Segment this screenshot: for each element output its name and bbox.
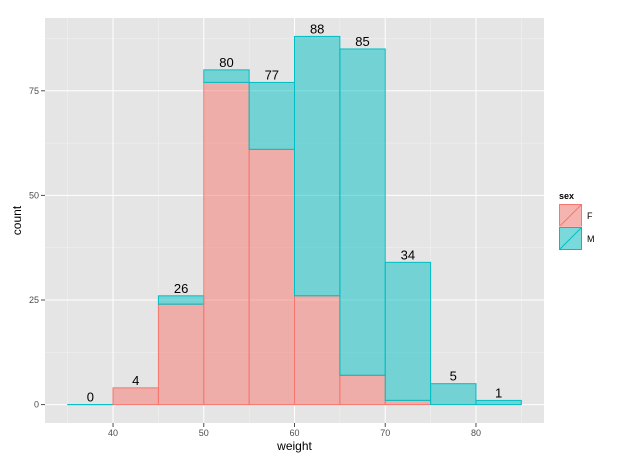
bar-total-label: 4 <box>132 373 139 388</box>
bar-total-label: 0 <box>87 390 94 405</box>
legend-key-slash <box>559 204 582 227</box>
x-tick-label: 70 <box>380 428 390 438</box>
bar-total-label: 88 <box>310 21 324 36</box>
bar-m-6 <box>339 48 386 376</box>
bar-m-7 <box>384 261 432 401</box>
bar-total-label: 26 <box>174 281 188 296</box>
legend-label-m: M <box>587 234 595 244</box>
bar-f-3 <box>203 81 250 406</box>
bar-total-label: 85 <box>355 34 369 49</box>
x-tick-label: 40 <box>108 428 118 438</box>
bar-m-5 <box>294 35 341 297</box>
y-tick-label: 25 <box>29 295 39 305</box>
bar-f-4 <box>248 148 296 406</box>
y-tick-label: 0 <box>34 400 39 410</box>
bar-total-labels: 0 4 26 80 77 88 85 34 5 1 <box>87 21 503 404</box>
bar-m-3 <box>203 69 250 83</box>
x-axis-title: weight <box>276 439 312 453</box>
bar-f-2 <box>157 303 205 406</box>
bar-total-label: 77 <box>265 67 279 82</box>
x-tick-label: 80 <box>471 428 481 438</box>
bar-total-label: 5 <box>450 369 457 384</box>
legend-key-slash <box>559 227 582 250</box>
y-axis-title: count <box>10 205 24 235</box>
bar-m-8 <box>430 383 477 406</box>
bar-f-5 <box>294 295 341 406</box>
x-tick-label: 60 <box>289 428 299 438</box>
bar-m-2 <box>157 295 205 305</box>
bar-m-4 <box>248 81 296 150</box>
bar-f-6 <box>339 374 386 406</box>
bar-total-label: 80 <box>219 55 233 70</box>
bar-total-label: 34 <box>401 247 415 262</box>
legend-label-f: F <box>587 211 593 221</box>
bar-f-7 <box>384 399 432 406</box>
legend-title: sex <box>559 191 574 201</box>
bar-f-1 <box>112 387 159 406</box>
y-tick-label: 75 <box>29 86 39 96</box>
y-tick-label: 50 <box>29 190 39 200</box>
y-axis-ticks: 0 25 50 75 <box>29 86 45 410</box>
legend: sex F M <box>558 191 595 251</box>
bar-m-9 <box>475 399 522 406</box>
x-tick-label: 50 <box>199 428 209 438</box>
bar-total-label: 1 <box>495 385 502 400</box>
x-axis-ticks: 40 50 60 70 80 <box>108 423 481 438</box>
bars <box>67 35 522 406</box>
